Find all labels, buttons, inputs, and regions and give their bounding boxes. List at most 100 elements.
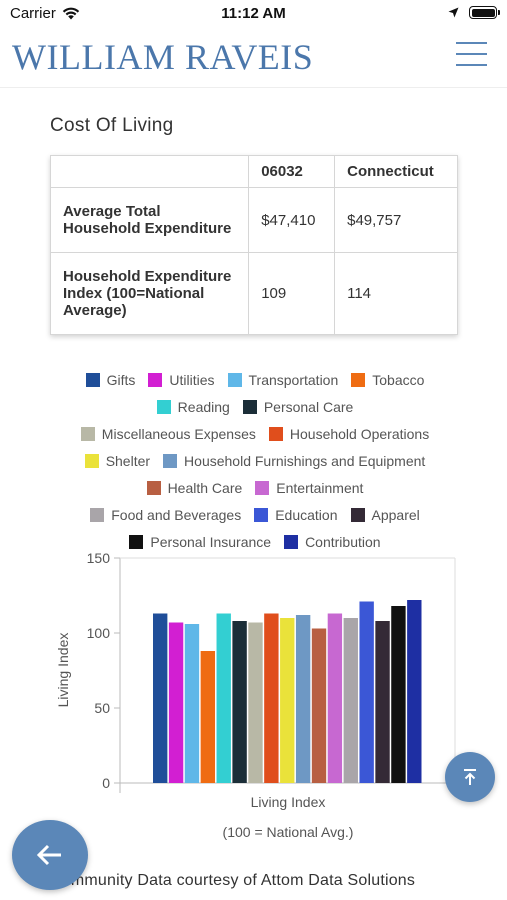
bar-health-care[interactable]: [311, 628, 327, 784]
legend-swatch: [350, 507, 365, 522]
bar-tobacco[interactable]: [200, 651, 216, 783]
legend-swatch: [85, 372, 100, 387]
brand-logo[interactable]: WILLIAM RAVEIS: [12, 37, 314, 77]
bar-household-operations[interactable]: [264, 613, 279, 784]
table-header-cell: [49, 155, 250, 188]
bar-miscellaneous-expenses[interactable]: [248, 622, 263, 784]
cost-of-living-table: 06032 Connecticut Average Total Househol…: [49, 155, 458, 335]
legend-label: Reading: [177, 398, 230, 415]
hamburger-menu-icon[interactable]: [456, 42, 487, 66]
table-header-cell: Connecticut: [334, 155, 458, 188]
legend-item[interactable]: Transportation: [227, 371, 339, 388]
bar-education[interactable]: [359, 601, 374, 784]
legend-swatch: [227, 372, 242, 387]
legend-item[interactable]: Contribution: [284, 534, 381, 550]
legend-item[interactable]: Gifts: [85, 371, 136, 388]
legend-label: Household Furnishings and Equipment: [184, 452, 426, 469]
table-row-label: Average Total Household Expenditure: [49, 187, 250, 253]
bar-shelter[interactable]: [280, 618, 295, 783]
arrow-left-icon: [36, 844, 61, 866]
table-cell-state: 114: [334, 252, 458, 335]
legend-item[interactable]: Personal Insurance: [129, 534, 271, 550]
y-tick-label: 100: [87, 625, 111, 641]
legend-label: Food and Beverages: [111, 506, 242, 523]
legend-swatch: [148, 372, 163, 387]
legend-label: Gifts: [106, 371, 136, 388]
back-button[interactable]: [12, 820, 88, 890]
legend-item[interactable]: Reading: [156, 398, 230, 415]
status-time: 11:12 AM: [221, 5, 286, 22]
bar-personal-care[interactable]: [232, 621, 247, 783]
table-header-row: 06032 Connecticut: [49, 155, 458, 188]
table-row: Household Expenditure Index (100=Nationa…: [49, 252, 458, 335]
status-left: Carrier: [10, 5, 80, 22]
bar-entertainment[interactable]: [327, 613, 343, 784]
bar-reading[interactable]: [216, 613, 231, 784]
table-cell-zip: 109: [248, 252, 336, 335]
legend-row: Reading Personal Care: [40, 393, 470, 420]
bar-utilities[interactable]: [168, 622, 184, 784]
bar-food-and-beverages[interactable]: [343, 618, 358, 783]
legend-item[interactable]: Personal Care: [242, 398, 354, 415]
bar-gifts[interactable]: [153, 613, 168, 784]
legend-row: Health Care Entertainment: [40, 474, 470, 501]
legend-row: Shelter Household Furnishings and Equipme…: [40, 447, 470, 474]
legend-swatch: [80, 426, 95, 441]
wifi-icon: [62, 7, 80, 20]
y-tick-label: 50: [94, 700, 110, 716]
legend-item[interactable]: Apparel: [350, 507, 420, 523]
legend-item[interactable]: Household Furnishings and Equipment: [163, 453, 425, 469]
arrow-up-to-line-icon: [464, 769, 476, 785]
legend-swatch: [146, 480, 161, 495]
legend-label: Shelter: [105, 452, 151, 469]
bar-transportation[interactable]: [184, 624, 200, 783]
legend-label: Tobacco: [372, 371, 425, 388]
status-bar: Carrier 11:12 AM: [0, 0, 507, 30]
data-credit-text: Community Data courtesy of Attom Data So…: [50, 872, 416, 889]
legend-item[interactable]: Shelter: [84, 452, 151, 469]
app-header: WILLIAM RAVEIS: [0, 30, 507, 88]
legend-swatch: [242, 399, 257, 414]
carrier-label: Carrier: [10, 5, 56, 22]
legend-label: Household Operations: [289, 425, 430, 442]
legend-swatch: [129, 534, 144, 549]
y-tick-label: 0: [102, 775, 110, 791]
chart-legend: Gifts Utilities Transportation Tobacco Readi…: [40, 366, 470, 555]
table-row-label: Household Expenditure Index (100=Nationa…: [49, 252, 250, 335]
y-axis-label: Living Index: [55, 633, 71, 708]
bar-chart: 0 50 100 150 Living Index Living Index (100…: [55, 550, 456, 840]
page-title: Cost Of Living: [50, 115, 174, 136]
legend-swatch: [284, 534, 299, 549]
legend-swatch: [254, 507, 269, 522]
legend-row: Personal Insurance Contribution: [40, 528, 470, 555]
legend-row: Miscellaneous Expenses Household Operatio…: [40, 420, 470, 447]
legend-swatch: [90, 507, 105, 522]
legend-label: Utilities: [169, 371, 215, 388]
bar-contribution[interactable]: [407, 600, 422, 783]
legend-item[interactable]: Miscellaneous Expenses: [80, 426, 256, 442]
legend-label: Personal Care: [263, 398, 354, 415]
legend-item[interactable]: Household Operations: [268, 425, 430, 442]
scroll-to-top-button[interactable]: [445, 752, 495, 802]
legend-item[interactable]: Food and Beverages: [90, 507, 241, 523]
bar-apparel[interactable]: [375, 621, 390, 783]
legend-item[interactable]: Tobacco: [351, 372, 424, 388]
location-arrow-icon: [448, 7, 459, 18]
table-row: Average Total Household Expenditure $47,…: [49, 187, 458, 253]
legend-swatch: [351, 372, 366, 387]
legend-item[interactable]: Education: [254, 507, 338, 523]
legend-swatch: [84, 453, 99, 468]
legend-item[interactable]: Entertainment: [255, 480, 363, 496]
bar-personal-insurance[interactable]: [391, 606, 406, 783]
legend-item[interactable]: Utilities: [148, 371, 215, 388]
status-right: [448, 6, 500, 19]
chart-subtitle: (100 = National Avg.): [223, 824, 354, 840]
legend-label: Transportation: [248, 371, 339, 388]
bar-household-furnishings-and-equipment[interactable]: [295, 615, 311, 783]
living-index-chart: 0 50 100 150 Living Index Living Index (100…: [40, 548, 470, 848]
table-cell-state: $49,757: [334, 187, 458, 253]
battery-icon: [469, 6, 500, 19]
legend-row: Gifts Utilities Transportation Tobacco: [40, 366, 470, 393]
legend-item[interactable]: Health Care: [146, 480, 242, 496]
x-axis-label: Living Index: [251, 794, 326, 810]
